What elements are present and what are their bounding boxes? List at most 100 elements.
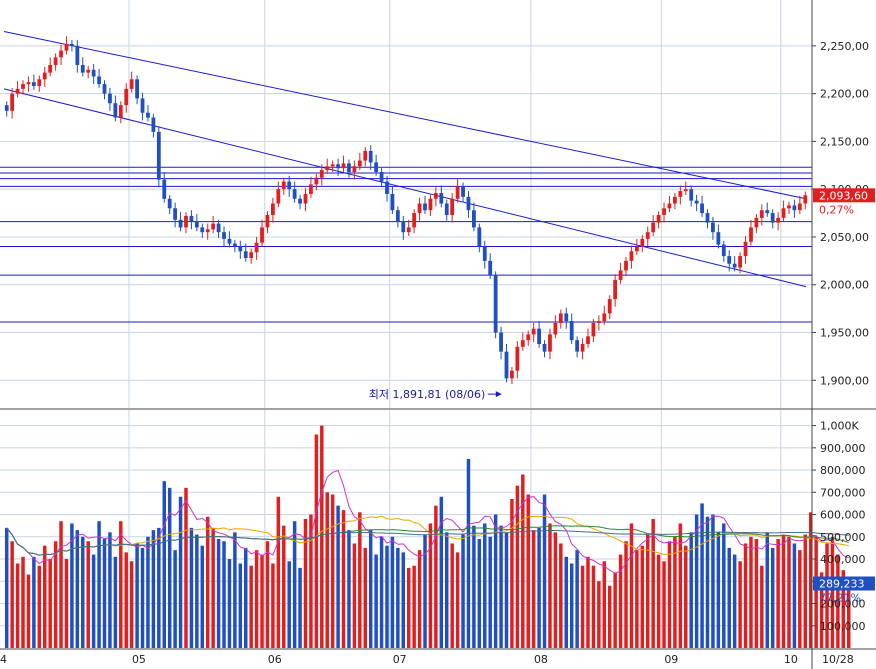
- volume-bar: [108, 532, 112, 648]
- volume-bar: [86, 541, 90, 648]
- candle-body: [477, 227, 482, 247]
- candle-body: [667, 203, 672, 209]
- volume-bar: [352, 543, 357, 648]
- volume-bar: [602, 561, 607, 648]
- candle-body: [499, 332, 503, 352]
- volume-bar: [445, 532, 449, 648]
- volume-bar: [406, 567, 411, 648]
- candle-body: [276, 189, 281, 204]
- candle-body: [15, 88, 20, 94]
- volume-bar: [32, 556, 36, 648]
- volume-bar: [330, 494, 335, 648]
- price-tick-label: 1,950,00: [820, 327, 869, 340]
- candle-body: [26, 82, 31, 85]
- volume-grid: [0, 410, 812, 648]
- volume-bar: [48, 559, 52, 648]
- candle-body: [395, 210, 400, 222]
- volume-bar: [662, 561, 666, 648]
- volume-bar: [222, 541, 226, 648]
- ratio-label: 77,21%: [819, 591, 861, 604]
- candle-body: [662, 208, 666, 215]
- candle-body: [271, 203, 275, 215]
- volume-bar: [836, 554, 840, 648]
- volume-bar: [70, 523, 74, 648]
- candle-body: [249, 252, 254, 258]
- candle-body: [75, 45, 80, 65]
- volume-bar: [260, 554, 264, 648]
- candle-body: [607, 299, 612, 314]
- volume-bar: [244, 547, 248, 648]
- volume-bar: [135, 543, 139, 648]
- price-tick-label: 2,250,00: [820, 40, 869, 53]
- candle-body: [553, 322, 558, 335]
- candle-body: [298, 198, 302, 204]
- candle-body: [548, 334, 552, 352]
- volume-bar: [499, 525, 503, 648]
- volume-bar: [102, 539, 107, 648]
- volume-bar: [195, 534, 199, 648]
- volume-bar: [249, 565, 253, 648]
- volume-tick-label: 1,000K: [820, 420, 859, 433]
- candle-body: [504, 351, 509, 379]
- candle-body: [243, 251, 248, 258]
- candle-body: [482, 246, 487, 261]
- candle-body: [200, 227, 205, 233]
- volume-bar: [173, 550, 177, 648]
- volume-bar: [358, 512, 362, 648]
- volume-bar: [483, 523, 487, 648]
- candle-body: [423, 203, 427, 211]
- volume-bar: [819, 572, 824, 648]
- candle-body: [640, 238, 645, 247]
- volume-bar: [341, 510, 346, 648]
- volume-tick-label: 100,000: [820, 620, 866, 633]
- volume-bar: [124, 552, 128, 648]
- volume-ma-line: [6, 469, 849, 574]
- candle-body: [770, 213, 775, 223]
- candle-body: [102, 84, 107, 94]
- volume-bar: [434, 505, 438, 648]
- trendline: [3, 88, 807, 288]
- candle-body: [417, 203, 422, 214]
- price-tick-label: 2,200,00: [820, 88, 869, 101]
- candle-body: [303, 193, 308, 204]
- candle-body: [48, 64, 53, 73]
- volume-bar: [162, 481, 166, 648]
- candle-body: [374, 162, 379, 172]
- volume-bar: [618, 554, 623, 648]
- current-price-box: [813, 188, 875, 203]
- date-end-label: 10/28: [822, 653, 854, 666]
- candle-body: [700, 203, 704, 214]
- candle-body: [390, 193, 395, 211]
- candle-body: [520, 340, 525, 347]
- volume-bar: [667, 541, 672, 648]
- volume-bar: [113, 556, 118, 648]
- candle-body: [4, 105, 9, 111]
- volume-bar: [515, 485, 520, 648]
- candle-body: [357, 160, 362, 167]
- candle-body: [759, 210, 764, 218]
- volume-bar: [700, 503, 704, 648]
- volume-bar: [140, 547, 145, 648]
- volume-bar: [238, 563, 243, 648]
- candle-body: [596, 321, 601, 323]
- volume-bar: [847, 583, 851, 648]
- low-annotation: 최저 1,891,81 (08/06): [369, 388, 486, 401]
- volume-moving-averages: [6, 469, 849, 574]
- candle-body: [368, 150, 373, 163]
- price-tick-label: 2,050,00: [820, 231, 869, 244]
- month-label: 09: [664, 653, 678, 666]
- candle-body: [173, 208, 178, 220]
- candle-body: [678, 191, 683, 197]
- volume-tick-label: 800,000: [820, 464, 866, 477]
- candle-body: [80, 64, 85, 73]
- volume-bar: [749, 536, 753, 648]
- volume-bar: [21, 556, 25, 648]
- volume-bar: [428, 523, 433, 648]
- volume-bar: [830, 536, 835, 648]
- volume-bar: [287, 561, 291, 648]
- candle-body: [542, 343, 547, 352]
- volume-bar: [119, 521, 123, 648]
- price-tick-label: 2,150,00: [820, 135, 869, 148]
